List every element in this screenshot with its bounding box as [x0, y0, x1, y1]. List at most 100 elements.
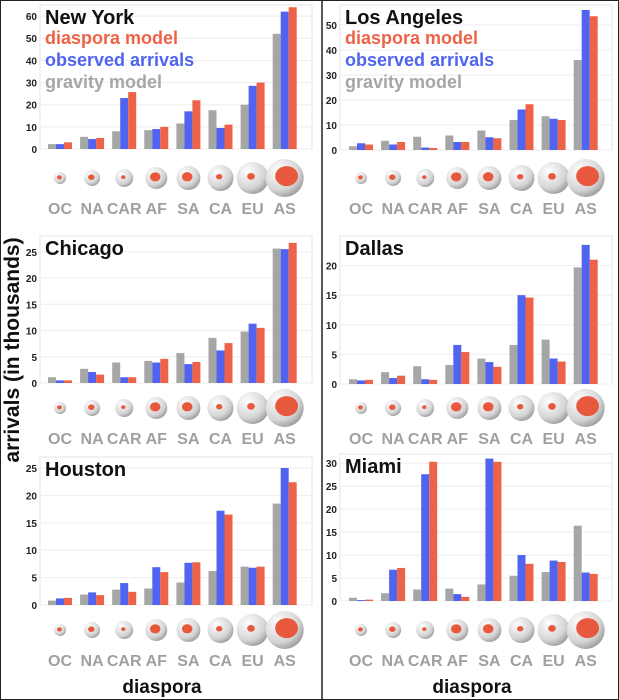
region-highlight: [389, 174, 396, 180]
bar-gravity-ca: [208, 337, 217, 383]
y-tick-label: 20: [326, 96, 338, 107]
region-highlight: [88, 626, 95, 632]
bar-diaspora-sa: [192, 362, 201, 383]
bar-gravity-na: [80, 136, 89, 149]
y-tick-label: 15: [326, 291, 338, 302]
legend-observed: observed arrivals: [345, 50, 494, 70]
bar-observed-af: [453, 344, 462, 384]
x-tick-label: CA: [510, 431, 534, 448]
x-tick-label: NA: [382, 201, 406, 218]
x-axis-label-right: diaspora: [432, 677, 512, 698]
bar-gravity-na: [381, 593, 390, 601]
y-tick-label: 10: [326, 551, 338, 562]
x-tick-label: CAR: [107, 201, 142, 218]
bar-observed-eu: [549, 560, 558, 601]
bar-observed-as: [280, 249, 289, 383]
bar-gravity-as: [272, 503, 281, 605]
bar-gravity-eu: [240, 104, 249, 149]
x-tick-label: OC: [48, 201, 72, 218]
x-tick-label: EU: [241, 653, 263, 670]
y-tick-label: 10: [26, 123, 38, 134]
panel-title: Houston: [45, 459, 126, 481]
bar-diaspora-na: [397, 375, 406, 384]
bar-diaspora-oc: [365, 379, 373, 384]
x-tick-label: OC: [349, 431, 373, 448]
bar-diaspora-as: [589, 16, 598, 150]
region-highlight: [121, 405, 126, 409]
x-tick-label: AF: [447, 201, 469, 218]
bar-diaspora-car: [128, 92, 137, 149]
bar-gravity-as: [272, 248, 281, 383]
x-tick-label: SA: [177, 431, 200, 448]
bar-observed-sa: [485, 458, 494, 601]
y-tick-label: 10: [326, 321, 338, 332]
bar-gravity-af: [144, 360, 153, 383]
y-tick-label: 30: [26, 79, 38, 90]
bar-gravity-na: [80, 594, 89, 605]
region-highlight: [88, 404, 95, 411]
bar-observed-na: [88, 592, 97, 605]
bar-diaspora-ca: [224, 514, 233, 605]
x-tick-label: OC: [349, 653, 373, 670]
panel-title: Miami: [345, 456, 402, 478]
x-tick-label: AS: [274, 431, 297, 448]
x-tick-label: EU: [241, 201, 263, 218]
region-highlight: [548, 173, 556, 180]
bar-diaspora-ca: [224, 124, 233, 149]
legend-gravity: gravity model: [45, 72, 162, 92]
bar-observed-af: [152, 129, 161, 149]
y-tick-label: 25: [326, 482, 338, 493]
region-highlight: [422, 627, 427, 631]
bar-observed-ca: [216, 127, 225, 149]
bar-gravity-oc: [349, 379, 357, 384]
bar-observed-na: [88, 139, 97, 149]
bar-gravity-ca: [509, 344, 518, 384]
region-highlight: [247, 403, 255, 410]
y-tick-label: 15: [26, 300, 38, 311]
y-tick-label: 30: [326, 71, 338, 82]
bar-diaspora-car: [128, 377, 137, 383]
bar-observed-oc: [357, 143, 365, 150]
y-tick-label: 0: [31, 601, 37, 612]
region-highlight: [121, 175, 126, 179]
bar-diaspora-ca: [525, 104, 534, 150]
x-tick-label: NA: [382, 431, 406, 448]
x-tick-label: SA: [478, 653, 501, 670]
x-tick-label: CAR: [107, 653, 142, 670]
panel-new-york: 0 10 20 30 40 50 60 OC NA CAR AF SA CA EU AS New Yorkdi…: [26, 4, 313, 218]
bar-diaspora-af: [160, 358, 169, 383]
bar-gravity-oc: [349, 146, 357, 150]
x-tick-label: CA: [209, 201, 233, 218]
y-tick-label: 10: [326, 121, 338, 132]
bar-observed-as: [280, 11, 289, 150]
region-highlight: [216, 403, 223, 410]
bar-gravity-oc: [48, 377, 56, 383]
bar-gravity-eu: [541, 339, 550, 384]
bar-diaspora-af: [160, 126, 169, 149]
bar-gravity-car: [112, 589, 121, 605]
region-highlight: [389, 626, 396, 632]
region-highlight: [517, 403, 524, 410]
legend-gravity: gravity model: [345, 72, 462, 92]
bar-gravity-na: [381, 372, 390, 384]
bar-observed-ca: [517, 109, 526, 150]
bar-gravity-oc: [349, 597, 357, 601]
bar-gravity-car: [112, 362, 121, 383]
bar-gravity-car: [413, 366, 422, 384]
region-highlight: [482, 624, 494, 634]
bar-gravity-sa: [176, 123, 185, 149]
bar-gravity-sa: [176, 353, 185, 383]
region-highlight: [576, 166, 599, 187]
bar-diaspora-car: [429, 379, 438, 384]
legend-diaspora: diaspora model: [345, 28, 478, 48]
x-tick-label: NA: [81, 653, 105, 670]
x-tick-label: NA: [81, 431, 105, 448]
bar-observed-sa: [485, 362, 494, 384]
x-tick-label: OC: [349, 201, 373, 218]
y-tick-label: 0: [31, 145, 37, 156]
y-tick-label: 10: [26, 546, 38, 557]
x-tick-label: OC: [48, 653, 72, 670]
bar-diaspora-oc: [365, 599, 373, 601]
bar-observed-ca: [517, 555, 526, 601]
